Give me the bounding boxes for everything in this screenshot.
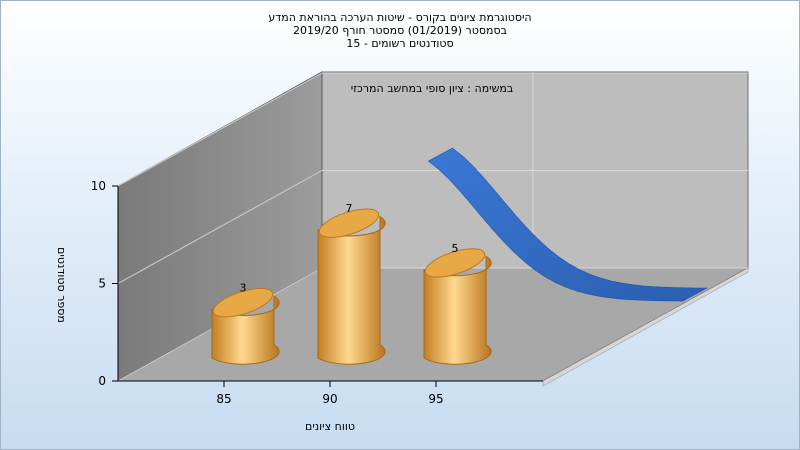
grid-line-side bbox=[117, 170, 323, 284]
bar-90 bbox=[317, 215, 386, 365]
bar-top-90 bbox=[318, 208, 380, 238]
chart-subtitle-semester: בסמסטר (01/2019) סמסטר חורף 2019/20 bbox=[293, 24, 507, 37]
chart-subtitle-students: סטודנטים רשומים - 15 bbox=[346, 37, 454, 50]
chart-title: היסטוגרמת ציונים בקורס - שיטות הערכה בהו… bbox=[268, 11, 532, 24]
normal-curve-group bbox=[427, 147, 708, 302]
data-label-90: 7 bbox=[346, 202, 353, 215]
normal-curve-ribbon bbox=[427, 147, 708, 302]
bars-group bbox=[211, 208, 492, 365]
axes bbox=[112, 185, 543, 387]
y-tick-label: 10 bbox=[91, 179, 106, 193]
y-axis-title: מספר סטודנטים bbox=[55, 247, 68, 323]
bar-95 bbox=[423, 255, 492, 365]
bar-85 bbox=[211, 295, 280, 365]
y-tick-label: 5 bbox=[98, 277, 106, 291]
bar-top-95 bbox=[424, 248, 486, 278]
data-label-95: 5 bbox=[452, 242, 459, 255]
x-tick-label: 90 bbox=[322, 392, 337, 406]
bar-top-85 bbox=[212, 288, 274, 318]
x-tick-label: 95 bbox=[428, 392, 443, 406]
floor-edge bbox=[542, 267, 749, 387]
y-tick-label: 0 bbox=[98, 374, 106, 388]
legend-label: במשימה : ציון סופי במחשב המרכזי bbox=[351, 82, 514, 95]
x-axis-title: טווח ציונים bbox=[305, 420, 355, 433]
x-tick-label: 85 bbox=[216, 392, 231, 406]
labels-group: 0 5 10 85 90 95 3 7 5 bbox=[91, 179, 459, 406]
data-label-85: 3 bbox=[240, 282, 247, 295]
grid-line-side bbox=[117, 72, 323, 187]
